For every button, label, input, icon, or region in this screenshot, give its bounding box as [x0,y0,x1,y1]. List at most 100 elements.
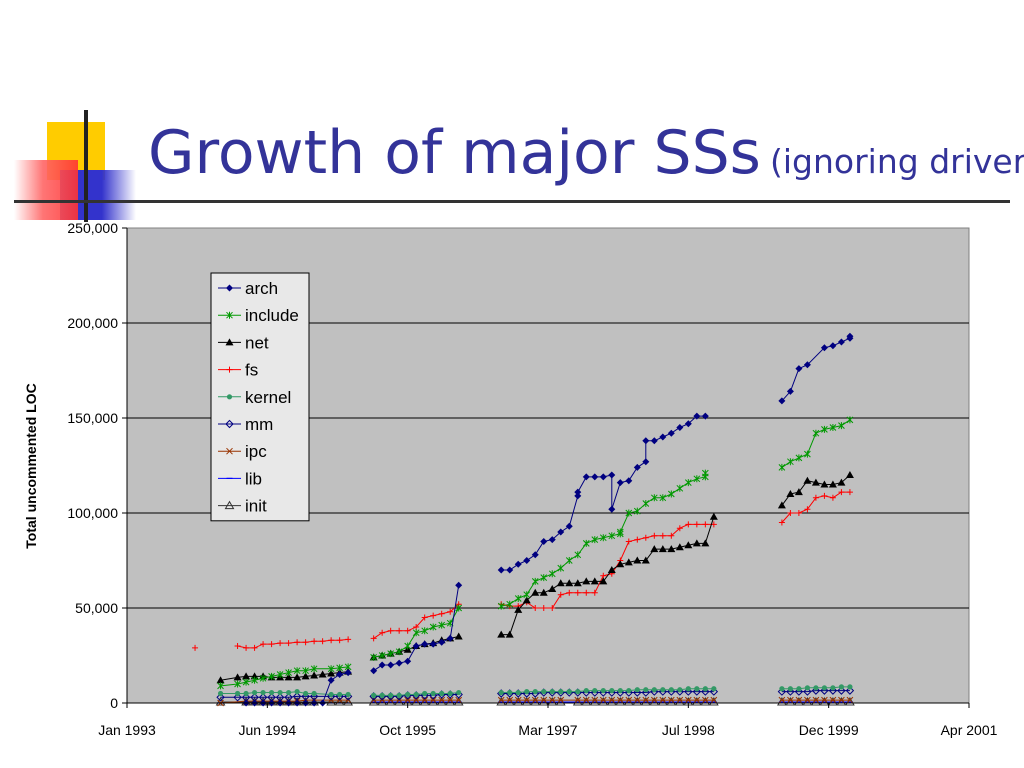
data-point-include [506,600,514,608]
legend-marker [226,447,233,455]
data-point-kernel [711,686,717,692]
legend-item-mm: mm [218,415,273,434]
data-point-fs [438,610,445,617]
data-point-net [811,478,820,486]
data-point-include [846,416,854,424]
data-point-net [327,669,336,677]
data-point-fs [268,641,275,648]
data-point-include [650,494,658,502]
legend-item-net: net [218,333,269,352]
data-point-kernel [702,686,708,692]
data-point-mm [820,686,829,695]
data-point-fs [557,591,564,598]
data-point-ipc [412,696,420,704]
data-point-fs [676,525,683,532]
data-point-ipc [404,696,412,704]
data-point-include [234,680,241,688]
series-line-arch [501,415,706,571]
data-point-kernel [285,689,292,696]
data-point-include [395,648,403,656]
data-point-fs [251,644,258,651]
data-point-arch [404,657,412,665]
data-point-include [557,564,565,572]
data-point-include [242,678,250,686]
data-point-fs [693,521,700,528]
data-point-include [523,591,531,599]
data-point-kernel [396,692,402,699]
legend-item-kernel: kernel [218,388,291,407]
data-point-fs [379,629,386,636]
data-point-include [667,490,675,498]
data-point-fs [540,605,547,611]
data-point-fs [336,637,343,644]
data-point-include [251,676,258,684]
data-point-ipc [557,696,565,704]
legend-item-lib: lib [218,469,262,488]
data-point-fs [345,636,352,643]
data-point-mm [641,688,651,697]
data-point-kernel [507,689,513,696]
series-include [217,416,854,690]
data-point-kernel [813,685,819,691]
data-point-arch [625,477,633,485]
data-point-arch [446,634,454,642]
series-layer [192,332,855,707]
data-point-mm [684,687,693,696]
data-point-fs [625,538,632,545]
data-point-kernel [524,689,530,695]
data-point-mm [777,687,787,696]
data-point-arch [599,473,607,481]
data-point-ipc [701,696,709,704]
data-point-include [616,528,624,536]
data-point-net [590,577,599,585]
legend-label: lib [245,469,262,488]
data-point-net [573,579,582,587]
data-point-kernel [251,689,258,696]
data-point-ipc [846,696,854,704]
data-point-fs [319,638,326,645]
data-point-include [591,536,599,544]
data-point-fs [702,521,709,528]
data-point-net [820,480,829,488]
data-point-net [233,673,242,681]
data-point-include [804,450,811,458]
data-point-net [599,577,608,585]
data-point-fs [634,536,641,543]
legend-marker [225,338,234,346]
data-point-kernel [592,688,598,694]
data-point-arch [506,566,514,574]
data-point-arch [778,397,786,405]
data-point-include [412,629,420,637]
data-point-kernel [379,692,385,699]
y-tick-label: 100,000 [67,505,118,521]
data-point-arch [820,344,828,352]
data-point-arch [565,522,573,530]
legend-marker [224,500,235,510]
data-point-kernel [405,691,411,698]
data-point-kernel [668,687,674,693]
data-point-kernel [337,691,343,698]
data-point-arch [591,473,599,481]
data-point-fs [311,638,318,645]
data-point-mm [216,693,225,702]
data-point-fs [838,489,845,496]
data-point-kernel [643,687,649,693]
data-point-fs [778,519,785,526]
data-point-include [787,458,794,466]
data-point-fs [294,639,301,646]
slide-title: Growth of major SSs (ignoring drivers) [148,118,1024,188]
series-fs [192,489,853,651]
data-point-arch [693,412,701,420]
data-point-fs [277,640,284,647]
data-point-net [497,630,506,638]
data-point-kernel [260,689,266,696]
data-point-kernel [217,690,224,697]
data-point-kernel [413,691,419,698]
data-point-kernel [294,689,300,695]
data-point-fs [787,510,794,516]
series-arch [242,332,854,707]
data-point-fs [396,627,403,634]
title-text: Growth of major SSs [148,118,761,188]
y-tick-label: 0 [110,695,118,711]
data-point-net [650,545,659,553]
